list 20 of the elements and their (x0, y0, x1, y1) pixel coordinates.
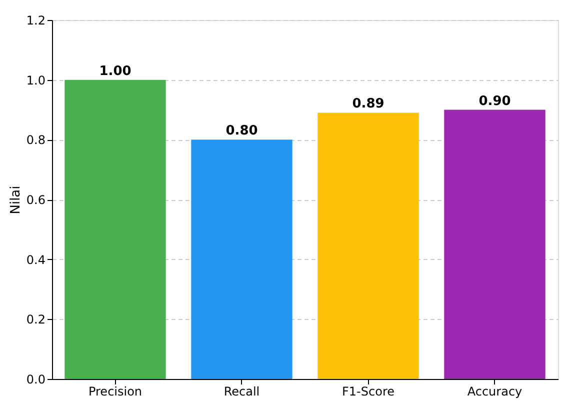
y-tick-label: 0.2 (26, 312, 46, 327)
bar (318, 112, 419, 379)
data-label: 1.00 (99, 64, 132, 79)
y-tick-label: 1.0 (26, 73, 46, 88)
y-tick-label: 0.6 (26, 193, 46, 207)
data-label: 0.89 (352, 96, 384, 112)
bar (64, 80, 166, 379)
y-axis-title: Nilai (8, 186, 24, 214)
x-tick-label: Recall (224, 384, 260, 398)
y-tick-label: 0.8 (26, 133, 46, 148)
x-tick-label: Accuracy (467, 384, 522, 398)
y-tick-label: 1.2 (26, 14, 46, 28)
y-tick-label: 0.0 (26, 372, 46, 386)
data-label: 0.90 (478, 94, 511, 109)
bar (444, 110, 546, 379)
data-label: 0.80 (226, 124, 258, 139)
bar (191, 140, 292, 379)
x-tick-label: Precision (88, 384, 142, 398)
x-tick-label: F1-Score (342, 384, 394, 398)
y-tick-label: 0.4 (26, 252, 46, 267)
